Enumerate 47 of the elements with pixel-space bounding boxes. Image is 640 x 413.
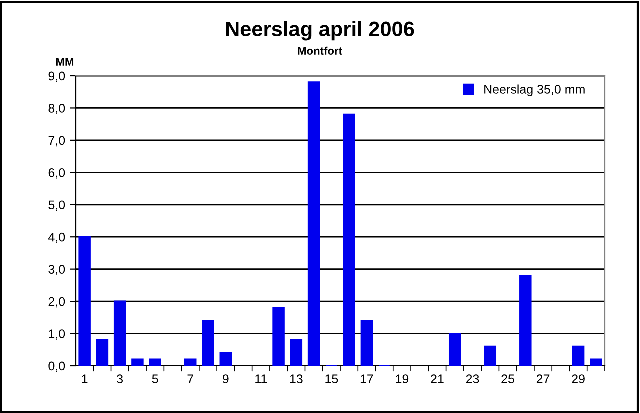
bar — [590, 358, 602, 366]
x-tick-label: 1 — [82, 374, 88, 384]
bar — [114, 300, 126, 366]
y-tick-label: 1,0 — [49, 330, 66, 340]
legend-label: Neerslag 35,0 mm — [484, 84, 585, 96]
chart-title: Neerslag april 2006 — [226, 21, 414, 41]
y-tick-label: 2,0 — [48, 297, 66, 308]
bar — [184, 358, 197, 366]
x-tick-label: 3 — [117, 374, 124, 384]
y-tick-label: 5,0 — [48, 200, 66, 212]
bar — [202, 320, 214, 366]
y-tick-label: 3,0 — [48, 265, 66, 276]
chart-subtitle: Montfort — [298, 46, 342, 55]
x-tick-label: 27 — [536, 374, 550, 384]
x-tick-label: 7 — [188, 374, 194, 384]
x-tick-label: 19 — [396, 374, 409, 384]
x-tick-label: 13 — [290, 374, 303, 384]
bar — [308, 82, 320, 366]
x-tick-label: 17 — [360, 374, 374, 384]
x-tick-label: 25 — [502, 374, 514, 384]
y-tick-label: 4,0 — [48, 232, 66, 244]
y-tick-label: 6,0 — [48, 168, 66, 179]
x-tick-label: 5 — [152, 374, 158, 384]
bar — [272, 307, 285, 366]
x-tick-label: 21 — [431, 374, 444, 384]
bar — [290, 339, 303, 366]
y-tick-label: 9,0 — [48, 72, 66, 82]
y-tick-label: 0,0 — [48, 362, 66, 372]
bar — [520, 274, 532, 366]
bar — [360, 320, 374, 366]
bar — [343, 114, 356, 366]
bar — [78, 236, 91, 366]
y-axis-title: MM — [56, 58, 74, 66]
x-tick-label: 29 — [572, 374, 585, 384]
bar — [132, 358, 144, 366]
bar — [149, 358, 162, 366]
x-tick-label: 11 — [256, 374, 268, 384]
bar — [484, 346, 497, 366]
x-tick-label: 15 — [326, 374, 338, 384]
x-tick-label: 23 — [466, 374, 480, 384]
x-tick-label: 9 — [222, 374, 229, 384]
y-tick-label: 7,0 — [48, 136, 66, 147]
y-tick-label: 8,0 — [48, 104, 66, 114]
bar — [220, 352, 232, 366]
bar — [448, 332, 462, 366]
bar — [96, 339, 109, 366]
bar — [572, 346, 585, 366]
